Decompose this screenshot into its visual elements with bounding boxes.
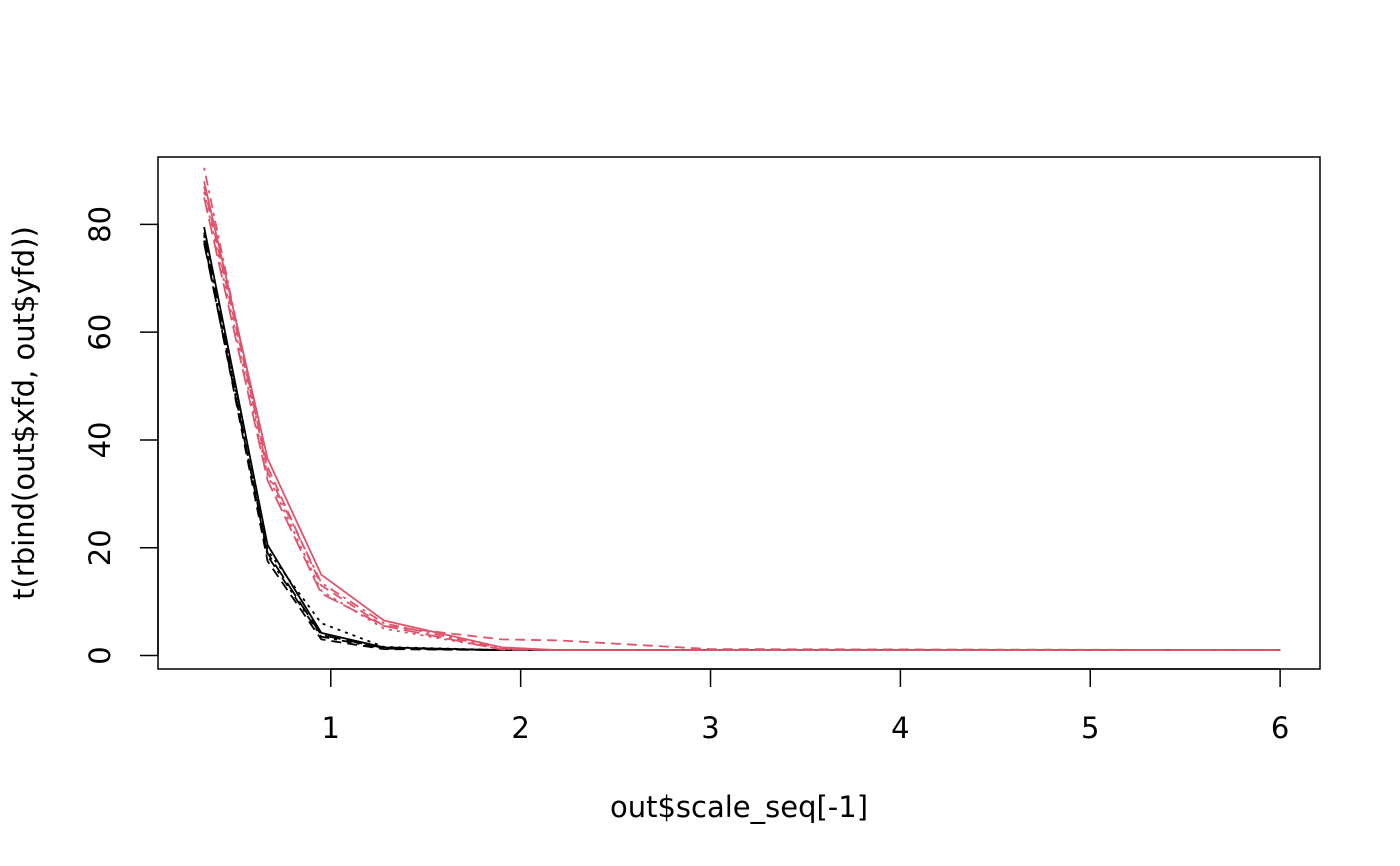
x-axis-label: out$scale_seq[-1] <box>610 790 868 824</box>
x-tick-label: 1 <box>322 711 340 745</box>
series-line-xfd-2 <box>203 240 1281 651</box>
y-tick-label: 80 <box>83 206 117 243</box>
series-line-yfd-4 <box>203 167 1281 651</box>
series-layer <box>203 167 1281 651</box>
y-tick-label: 60 <box>83 314 117 351</box>
x-axis: 1 2 3 4 5 6 <box>322 668 1289 745</box>
series-line-yfd-2 <box>203 186 1281 651</box>
y-axis: 0 20 40 60 80 <box>83 206 159 665</box>
series-line-yfd-5 <box>203 197 1281 651</box>
y-tick-label: 0 <box>83 646 117 664</box>
x-tick-label: 6 <box>1271 711 1289 745</box>
x-tick-label: 2 <box>511 711 529 745</box>
series-line-xfd-4 <box>203 234 1281 651</box>
series-line-xfd-1 <box>203 226 1281 651</box>
plot-box <box>157 156 1321 670</box>
series-line-xfd-5 <box>203 243 1281 651</box>
x-tick-label: 4 <box>891 711 909 745</box>
series-line-yfd-1 <box>203 181 1281 651</box>
y-tick-label: 40 <box>83 421 117 458</box>
series-line-yfd-3 <box>203 191 1281 651</box>
y-axis-label: t(rbind(out$xfd, out$yfd)) <box>7 226 41 600</box>
x-tick-label: 3 <box>701 711 719 745</box>
series-line-xfd-3 <box>203 232 1281 651</box>
x-tick-label: 5 <box>1081 711 1099 745</box>
y-tick-label: 20 <box>83 529 117 566</box>
